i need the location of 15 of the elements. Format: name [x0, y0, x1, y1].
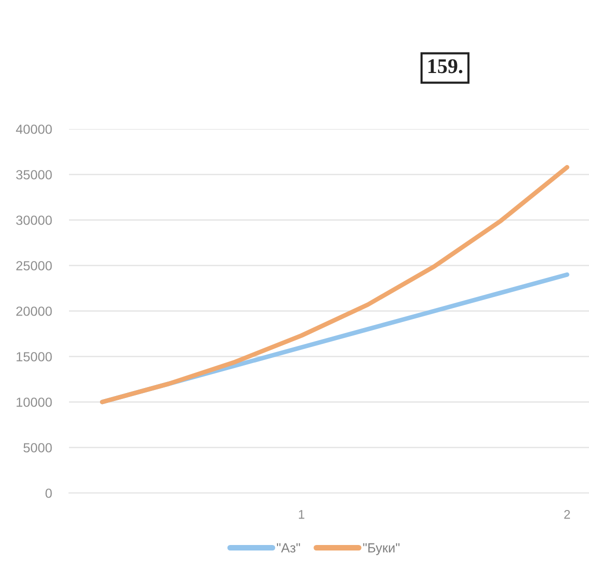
x-tick-label: 1 [298, 510, 304, 519]
line-series [100, 164, 570, 404]
y-tick-label: 30000 [16, 216, 52, 225]
y-tick-label: 15000 [16, 352, 52, 362]
text: 159. [428, 59, 462, 74]
x-tick-label: 2 [564, 510, 570, 519]
y-tick-label: 35000 [16, 170, 52, 180]
y-tick-label: 10000 [16, 398, 52, 407]
y-tick-label: 0 [46, 488, 52, 498]
y-tick-label: 25000 [16, 261, 52, 270]
y-tick-label: 5000 [24, 443, 52, 452]
legend-label: "Аз" [276, 543, 300, 553]
y-tick-label: 40000 [16, 124, 52, 134]
legend-label: "Буки" [363, 543, 400, 556]
y-tick-label: 20000 [16, 306, 52, 316]
